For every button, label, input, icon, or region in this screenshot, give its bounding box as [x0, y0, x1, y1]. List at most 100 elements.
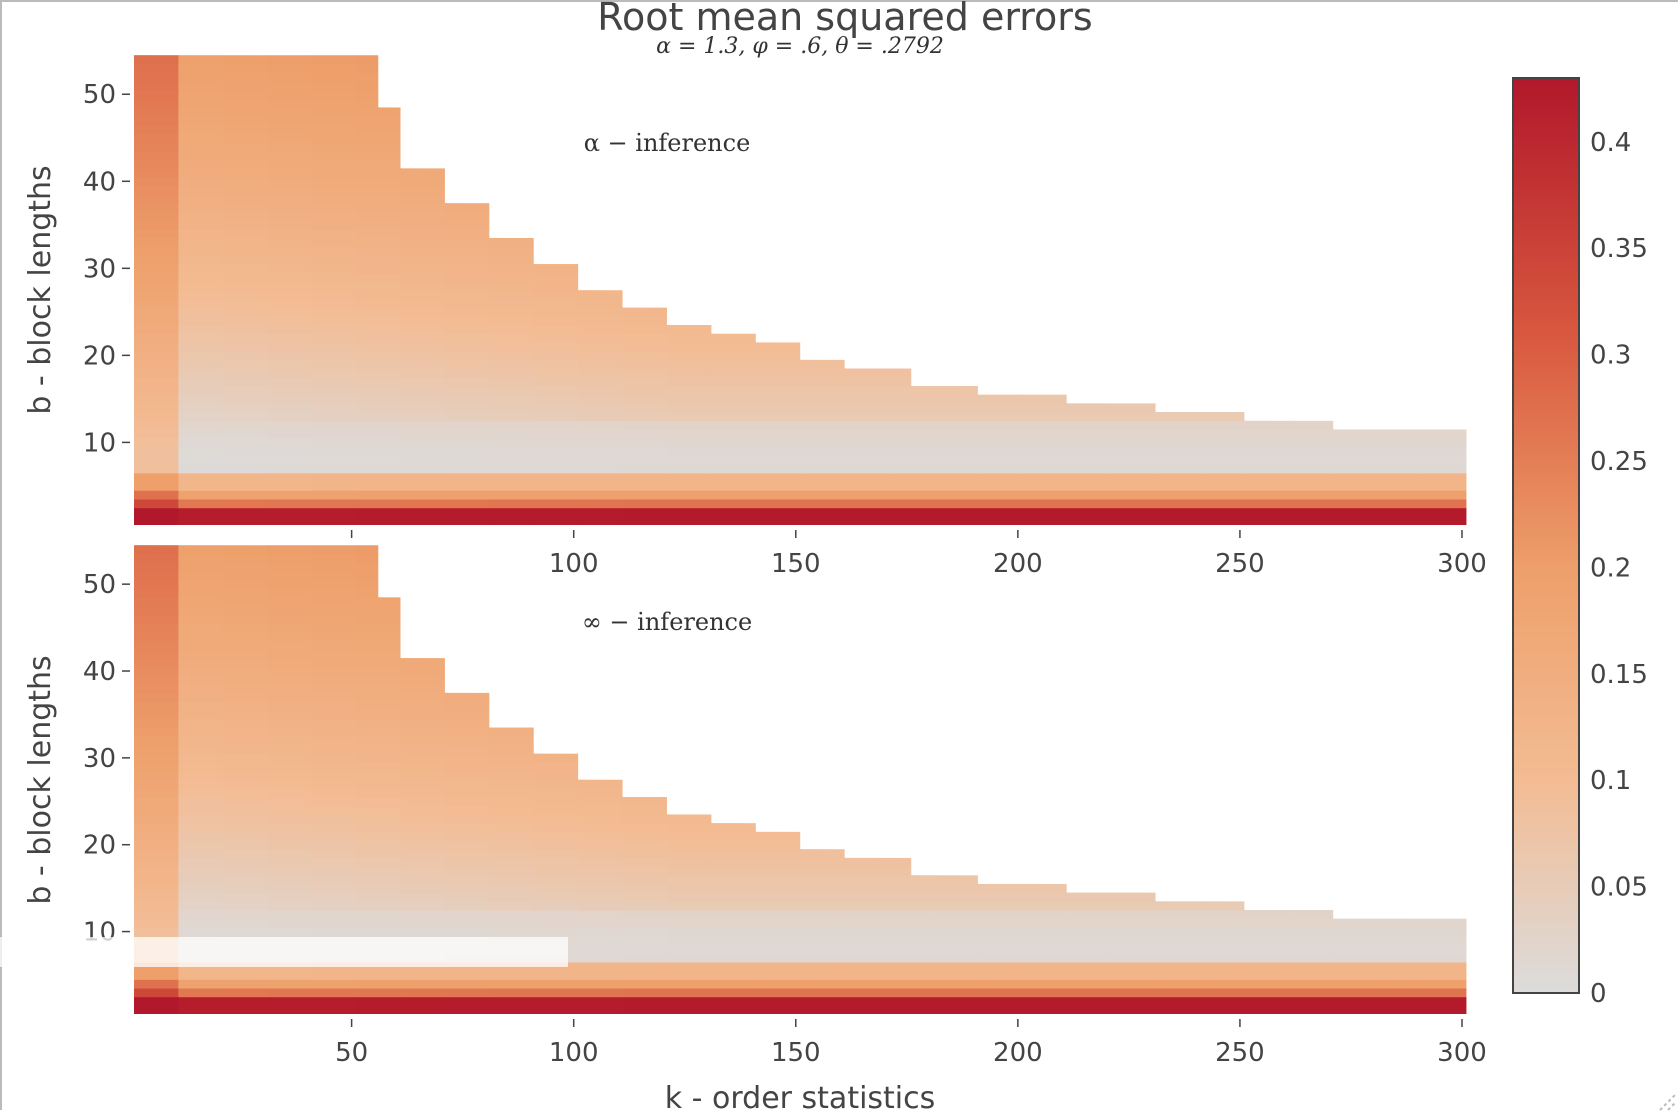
heatmap-cell: [356, 490, 402, 500]
heatmap-cell: [134, 98, 180, 108]
heatmap-cell: [800, 429, 846, 439]
heatmap-cell: [222, 710, 268, 720]
heatmap-cell: [1199, 472, 1245, 483]
y-tick-label-top: 20: [83, 341, 116, 371]
heatmap-cell: [533, 979, 579, 989]
heatmap-cell: [1066, 970, 1112, 980]
heatmap-cell: [1155, 464, 1201, 474]
heatmap-cell: [222, 823, 268, 833]
heatmap-cell: [977, 883, 1023, 894]
heatmap-cell: [533, 970, 579, 980]
x-tick-label-bottom: 300: [1437, 1038, 1487, 1068]
heatmap-cell: [1377, 1005, 1423, 1014]
y-tick-label-bottom: 30: [83, 744, 116, 774]
heatmap-cell: [1155, 953, 1201, 963]
heatmap-cell: [178, 307, 224, 317]
heatmap-cell: [533, 403, 579, 413]
heatmap-cell: [222, 281, 268, 291]
heatmap-cell: [134, 63, 180, 74]
heatmap-cell: [489, 342, 535, 352]
heatmap-cell: [400, 481, 446, 491]
heatmap-cell: [666, 823, 712, 833]
heatmap-cell: [267, 901, 313, 911]
heatmap-cell: [711, 455, 757, 465]
heatmap-cell: [1155, 988, 1201, 998]
heatmap-cell: [578, 996, 624, 1006]
heatmap-cell: [889, 446, 935, 456]
heatmap-cell: [666, 840, 712, 850]
heatmap-cell: [311, 203, 357, 213]
heatmap-cell: [178, 805, 224, 815]
heatmap-cell: [977, 979, 1023, 989]
heatmap-cell: [311, 996, 357, 1006]
heatmap-cell: [977, 935, 1023, 946]
heatmap-cell: [755, 962, 801, 972]
heatmap-cell: [444, 490, 490, 500]
heatmap-cell: [755, 953, 801, 963]
heatmap-cell: [311, 883, 357, 894]
heatmap-cell: [444, 970, 490, 980]
heatmap-cell: [489, 377, 535, 387]
heatmap-cell: [622, 814, 668, 824]
heatmap-cell: [222, 412, 268, 422]
heatmap-cell: [489, 840, 535, 850]
heatmap-cell: [267, 55, 313, 65]
heatmap-cell: [933, 481, 979, 491]
heatmap-cell: [134, 623, 180, 633]
heatmap-cell: [311, 710, 357, 720]
heatmap-cell: [533, 385, 579, 396]
heatmap-cell: [267, 472, 313, 483]
heatmap-cell: [356, 684, 402, 694]
heatmap-cell: [1022, 516, 1068, 526]
heatmap-cell: [134, 377, 180, 387]
heatmap-cell: [1111, 455, 1157, 465]
heatmap-cell: [578, 412, 624, 422]
heatmap-cell: [400, 927, 446, 937]
heatmap-cell: [222, 89, 268, 100]
heatmap-cell: [311, 246, 357, 256]
heatmap-cell: [134, 368, 180, 378]
heatmap-cell: [356, 455, 402, 465]
heatmap-cell: [134, 481, 180, 491]
heatmap-cell: [134, 107, 180, 117]
heatmap-cell: [578, 909, 624, 920]
heatmap-cell: [222, 701, 268, 711]
heatmap-cell: [356, 507, 402, 517]
heatmap-cell: [711, 866, 757, 876]
heatmap-cell: [1288, 438, 1334, 448]
heatmap-cell: [1333, 962, 1379, 972]
heatmap-cell: [666, 472, 712, 483]
heatmap-cell: [489, 237, 535, 248]
heatmap-cell: [267, 788, 313, 798]
heatmap-cell: [222, 684, 268, 694]
heatmap-cell: [311, 692, 357, 702]
heatmap-cell: [533, 788, 579, 798]
heatmap-cell: [622, 883, 668, 894]
heatmap-cell: [134, 89, 180, 100]
heatmap-cell: [889, 472, 935, 483]
heatmap-cell: [533, 883, 579, 894]
heatmap-cell: [1377, 438, 1423, 448]
heatmap-cell: [1422, 507, 1467, 517]
heatmap-cell: [489, 883, 535, 894]
heatmap-cell: [1155, 970, 1201, 980]
heatmap-cell: [444, 272, 490, 282]
heatmap-cell: [134, 255, 180, 265]
heatmap-cell: [489, 814, 535, 824]
heatmap-cell: [356, 89, 379, 100]
heatmap-cell: [444, 979, 490, 989]
heatmap-cell: [311, 849, 357, 859]
resize-handle-icon[interactable]: [1659, 1093, 1677, 1111]
heatmap-cell: [1422, 455, 1467, 465]
heatmap-cell: [711, 840, 757, 850]
heatmap-cell: [267, 307, 313, 317]
heatmap-cell: [400, 351, 446, 361]
heatmap-cell: [400, 762, 446, 772]
heatmap-cell: [222, 588, 268, 598]
heatmap-cell: [134, 597, 180, 607]
heatmap-cell: [489, 359, 535, 369]
heatmap-cell: [222, 797, 268, 807]
heatmap-cell: [356, 403, 402, 413]
